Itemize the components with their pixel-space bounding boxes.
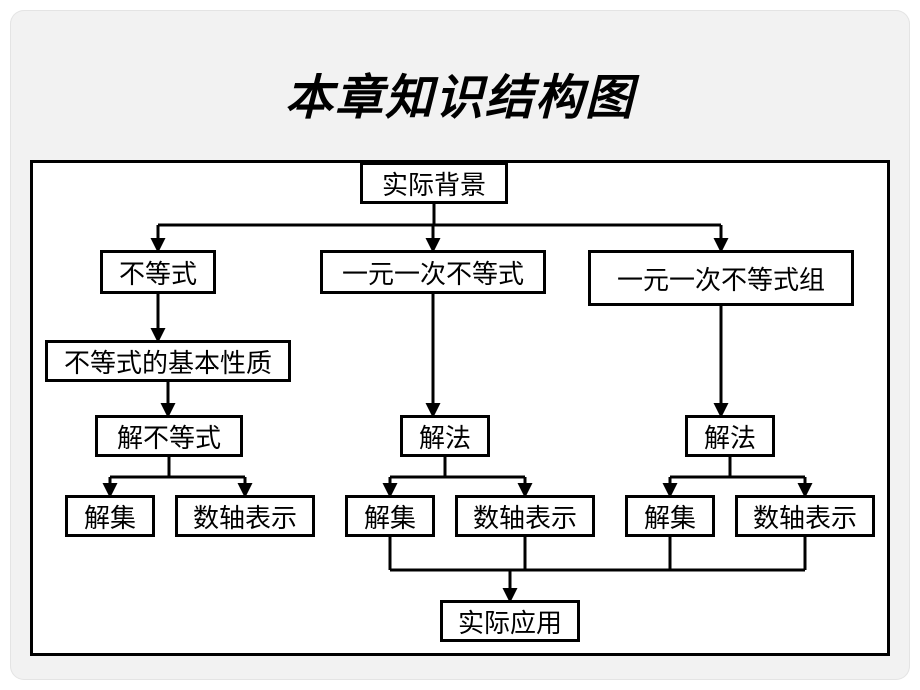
- node-d2a: 解集: [345, 495, 435, 537]
- node-end: 实际应用: [440, 600, 580, 642]
- diagram-title: 本章知识结构图: [0, 58, 920, 128]
- page: 本章知识结构图 实际背景不等式 一元一次不等式一元一次不等式组不等式的基本性质解不…: [0, 0, 920, 690]
- node-c2: 解法: [400, 415, 490, 457]
- node-d1b: 数轴表示: [175, 495, 315, 537]
- node-d3a: 解集: [625, 495, 715, 537]
- node-d3b: 数轴表示: [735, 495, 875, 537]
- node-a2: 一元一次不等式: [320, 250, 546, 294]
- node-d2b: 数轴表示: [455, 495, 595, 537]
- node-d1a: 解集: [65, 495, 155, 537]
- node-root: 实际背景: [360, 162, 508, 204]
- node-c3: 解法: [685, 415, 775, 457]
- node-a3: 一元一次不等式组: [588, 250, 854, 306]
- diagram-frame: [30, 160, 890, 656]
- node-b1: 不等式的基本性质: [45, 340, 291, 382]
- node-c1: 解不等式: [95, 415, 243, 457]
- node-a1: 不等式: [100, 250, 216, 294]
